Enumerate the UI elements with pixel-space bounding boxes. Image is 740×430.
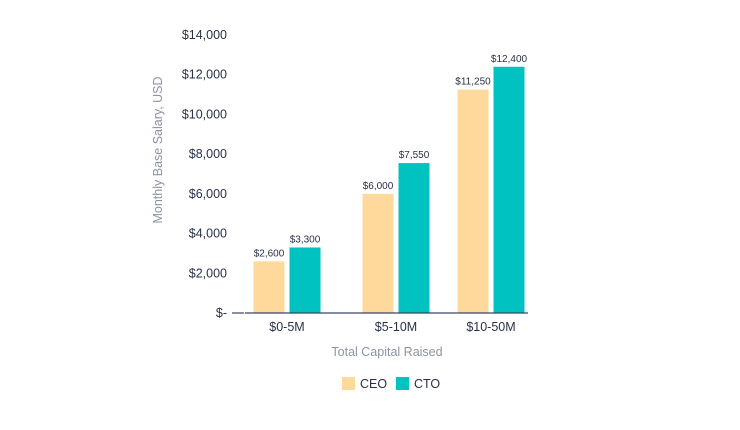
data-labels-group: $2,600 $3,300 $6,000 $7,550 $11,250 $12,400 [254, 54, 528, 260]
y-axis-ticks: $- $2,000 $4,000 $6,000 $8,000 $10,000 $12,000… [182, 28, 244, 320]
bar-cto [289, 247, 321, 313]
data-label-cto: $12,400 [491, 54, 528, 65]
legend-label-ceo: CEO [360, 377, 387, 391]
bars-group [253, 66, 525, 314]
data-label-ceo: $2,600 [254, 248, 285, 259]
bar-cto [398, 163, 430, 313]
y-axis-title: Monthly Base Salary, USD [151, 76, 165, 223]
y-tick-label: $2,000 [189, 266, 227, 280]
legend-swatch-cto [396, 377, 409, 390]
y-tick-label: $14,000 [182, 28, 227, 42]
x-tick-label: $10-50M [466, 320, 515, 334]
bar-ceo [253, 261, 285, 313]
x-tick-label: $5-10M [375, 320, 417, 334]
x-axis-title: Total Capital Raised [331, 345, 442, 359]
y-tick-label: $12,000 [182, 68, 227, 82]
y-tick-label: $8,000 [189, 147, 227, 161]
y-tick-label: $6,000 [189, 187, 227, 201]
legend-label-cto: CTO [414, 377, 440, 391]
legend-swatch-ceo [342, 377, 355, 390]
data-label-ceo: $6,000 [363, 181, 394, 192]
bar-cto [493, 66, 525, 314]
x-tick-label: $0-5M [269, 320, 304, 334]
bar-ceo [362, 193, 394, 313]
bar-ceo [457, 89, 489, 313]
y-tick-label: $- [216, 306, 227, 320]
data-label-cto: $3,300 [290, 234, 321, 245]
legend: CEO CTO [342, 377, 440, 391]
data-label-ceo: $11,250 [455, 77, 491, 88]
data-label-cto: $7,550 [399, 150, 430, 161]
y-tick-label: $10,000 [182, 107, 227, 121]
x-axis-ticks: $0-5M $5-10M $10-50M [269, 320, 515, 334]
y-tick-label: $4,000 [189, 227, 227, 241]
